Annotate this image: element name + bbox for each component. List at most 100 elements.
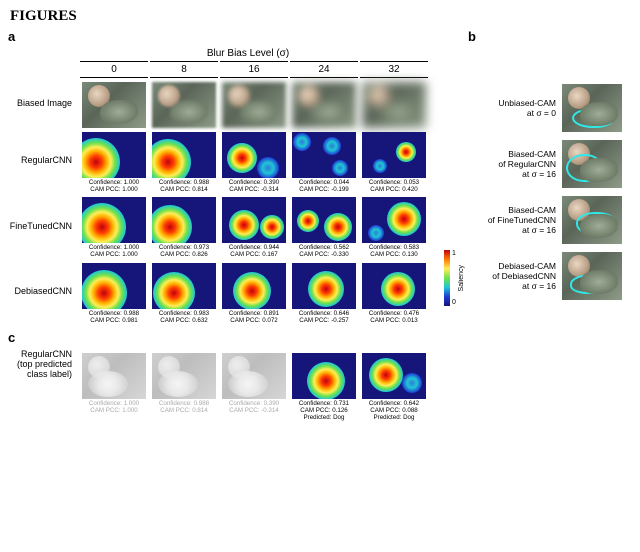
figure-wrap: a Blur Bias Level (σ) 08162432Biased Ima… <box>0 29 640 324</box>
figure-cell: Confidence: 0.583CAM PCC: 0.130 <box>360 197 428 258</box>
figure-cell <box>360 82 428 128</box>
figure-cell: Confidence: 0.988CAM PCC: 0.981 <box>80 263 148 324</box>
panel-b-row-label: Unbiased-CAMat σ = 0 <box>468 98 562 118</box>
cam-outline-image <box>562 252 622 300</box>
cell-caption: Confidence: 0.983CAM PCC: 0.632 <box>159 310 209 324</box>
figure-cell <box>150 82 218 128</box>
figure-cell: Confidence: 0.562CAM PCC: -0.330 <box>290 197 358 258</box>
panel-b: b Unbiased-CAMat σ = 0 Biased-CAMof Regul… <box>458 29 628 324</box>
cell-caption: Confidence: 0.390CAM PCC: -0.314 <box>229 400 279 414</box>
panel-b-row: Biased-CAMof RegularCNNat σ = 16 <box>468 140 628 188</box>
cell-caption: Confidence: 0.053CAM PCC: 0.420 <box>369 179 419 193</box>
heatmap <box>152 132 216 178</box>
figure-cell: Confidence: 0.983CAM PCC: 0.632 <box>150 263 218 324</box>
figure-cell: Confidence: 1.000CAM PCC: 1.000 <box>80 132 148 193</box>
section-title: FIGURES <box>0 0 640 29</box>
colorbar-ticks: 1 0 <box>452 250 456 306</box>
row-label: DebiasedCNN <box>8 286 78 296</box>
heatmap <box>152 197 216 243</box>
cell-caption: Confidence: 1.000CAM PCC: 1.000 <box>89 244 139 258</box>
biased-image <box>362 82 426 128</box>
figure-cell: Confidence: 0.390CAM PCC: -0.314 <box>220 353 288 414</box>
col-head: 24 <box>290 61 358 78</box>
figure-cell: Confidence: 0.891CAM PCC: 0.072 <box>220 263 288 324</box>
cell-caption: Confidence: 0.973CAM PCC: 0.826 <box>159 244 209 258</box>
panel-b-row: Debiased-CAMof DebiasedCNNat σ = 16 <box>468 252 628 300</box>
cam-outline-image <box>562 196 622 244</box>
figure-cell: Confidence: 0.390CAM PCC: -0.314 <box>220 132 288 193</box>
col-head: 16 <box>220 61 288 78</box>
heatmap <box>362 263 426 309</box>
figure-cell: Confidence: 0.044CAM PCC: -0.199 <box>290 132 358 193</box>
figure-cell: Confidence: 0.944CAM PCC: 0.167 <box>220 197 288 258</box>
figure-cell: Confidence: 1.000CAM PCC: 1.000 <box>80 353 148 414</box>
heatmap <box>222 132 286 178</box>
figure-cell: Confidence: 1.000CAM PCC: 1.000 <box>80 197 148 258</box>
panel-c: c RegularCNN(top predictedclass label)Co… <box>0 324 640 421</box>
biased-image <box>82 82 146 128</box>
cell-caption: Confidence: 0.476CAM PCC: 0.013 <box>369 310 419 324</box>
cell-caption: Confidence: 0.988CAM PCC: 0.814 <box>159 400 209 414</box>
panel-b-label: b <box>468 29 628 44</box>
figure-cell: Confidence: 0.642CAM PCC: 0.088Predicted… <box>360 353 428 421</box>
gray-heatmap <box>152 353 216 399</box>
colorbar-gradient <box>444 250 450 306</box>
cam-outline-image <box>562 84 622 132</box>
figure-cell: Confidence: 0.053CAM PCC: 0.420 <box>360 132 428 193</box>
heatmap <box>82 132 146 178</box>
heatmap <box>222 197 286 243</box>
heatmap <box>152 263 216 309</box>
colorbar-tick-min: 0 <box>452 299 456 306</box>
row-label: RegularCNN <box>8 155 78 165</box>
figure-cell: Confidence: 0.646CAM PCC: -0.257 <box>290 263 358 324</box>
heatmap <box>292 353 356 399</box>
colorbar-label: Saliency <box>458 265 465 291</box>
cell-caption: Confidence: 0.562CAM PCC: -0.330 <box>299 244 349 258</box>
cell-caption: Confidence: 0.044CAM PCC: -0.199 <box>299 179 349 193</box>
panel-b-row: Unbiased-CAMat σ = 0 <box>468 84 628 132</box>
biased-image <box>292 82 356 128</box>
col-head: 32 <box>360 61 428 78</box>
cell-caption: Confidence: 0.583CAM PCC: 0.130 <box>369 244 419 258</box>
cell-caption: Confidence: 0.988CAM PCC: 0.814 <box>159 179 209 193</box>
cell-caption: Confidence: 0.731CAM PCC: 0.126Predicted… <box>299 400 349 421</box>
figure-cell: Confidence: 0.731CAM PCC: 0.126Predicted… <box>290 353 358 421</box>
heatmap <box>292 197 356 243</box>
figure-cell: Confidence: 0.988CAM PCC: 0.814 <box>150 132 218 193</box>
col-head: 8 <box>150 61 218 78</box>
cam-outline-image <box>562 140 622 188</box>
cell-caption: Confidence: 0.642CAM PCC: 0.088Predicted… <box>369 400 419 421</box>
cell-caption: Confidence: 0.988CAM PCC: 0.981 <box>89 310 139 324</box>
panel-b-row-label: Biased-CAMof RegularCNNat σ = 16 <box>468 149 562 180</box>
panel-b-row-label: Biased-CAMof FineTunedCNNat σ = 16 <box>468 205 562 236</box>
heatmap <box>82 263 146 309</box>
cell-caption: Confidence: 0.944CAM PCC: 0.167 <box>229 244 279 258</box>
panel-c-label: c <box>8 330 640 345</box>
heatmap <box>82 197 146 243</box>
heatmap <box>292 132 356 178</box>
cell-caption: Confidence: 0.646CAM PCC: -0.257 <box>299 310 349 324</box>
grid-a: 08162432Biased ImageRegularCNNConfidence… <box>8 61 458 324</box>
heatmap <box>362 353 426 399</box>
row-label: Biased Image <box>8 98 78 108</box>
row-label: RegularCNN(top predictedclass label) <box>8 349 78 380</box>
figure-cell: Confidence: 0.988CAM PCC: 0.814 <box>150 353 218 414</box>
grid-c: RegularCNN(top predictedclass label)Conf… <box>8 349 640 421</box>
figure-cell: Confidence: 0.476CAM PCC: 0.013 <box>360 263 428 324</box>
heatmap <box>292 263 356 309</box>
cell-caption: Confidence: 0.390CAM PCC: -0.314 <box>229 179 279 193</box>
row-label: FineTunedCNN <box>8 221 78 231</box>
figure-cell <box>290 82 358 128</box>
cell-caption: Confidence: 1.000CAM PCC: 1.000 <box>89 179 139 193</box>
heatmap <box>362 197 426 243</box>
col-header-title: Blur Bias Level (σ) <box>78 48 418 59</box>
panel-a-label: a <box>8 29 458 44</box>
panel-a: a Blur Bias Level (σ) 08162432Biased Ima… <box>8 29 458 324</box>
heatmap <box>222 263 286 309</box>
gray-heatmap <box>82 353 146 399</box>
col-head: 0 <box>80 61 148 78</box>
figure-cell <box>220 82 288 128</box>
gray-heatmap <box>222 353 286 399</box>
panel-b-row: Biased-CAMof FineTunedCNNat σ = 16 <box>468 196 628 244</box>
biased-image <box>152 82 216 128</box>
